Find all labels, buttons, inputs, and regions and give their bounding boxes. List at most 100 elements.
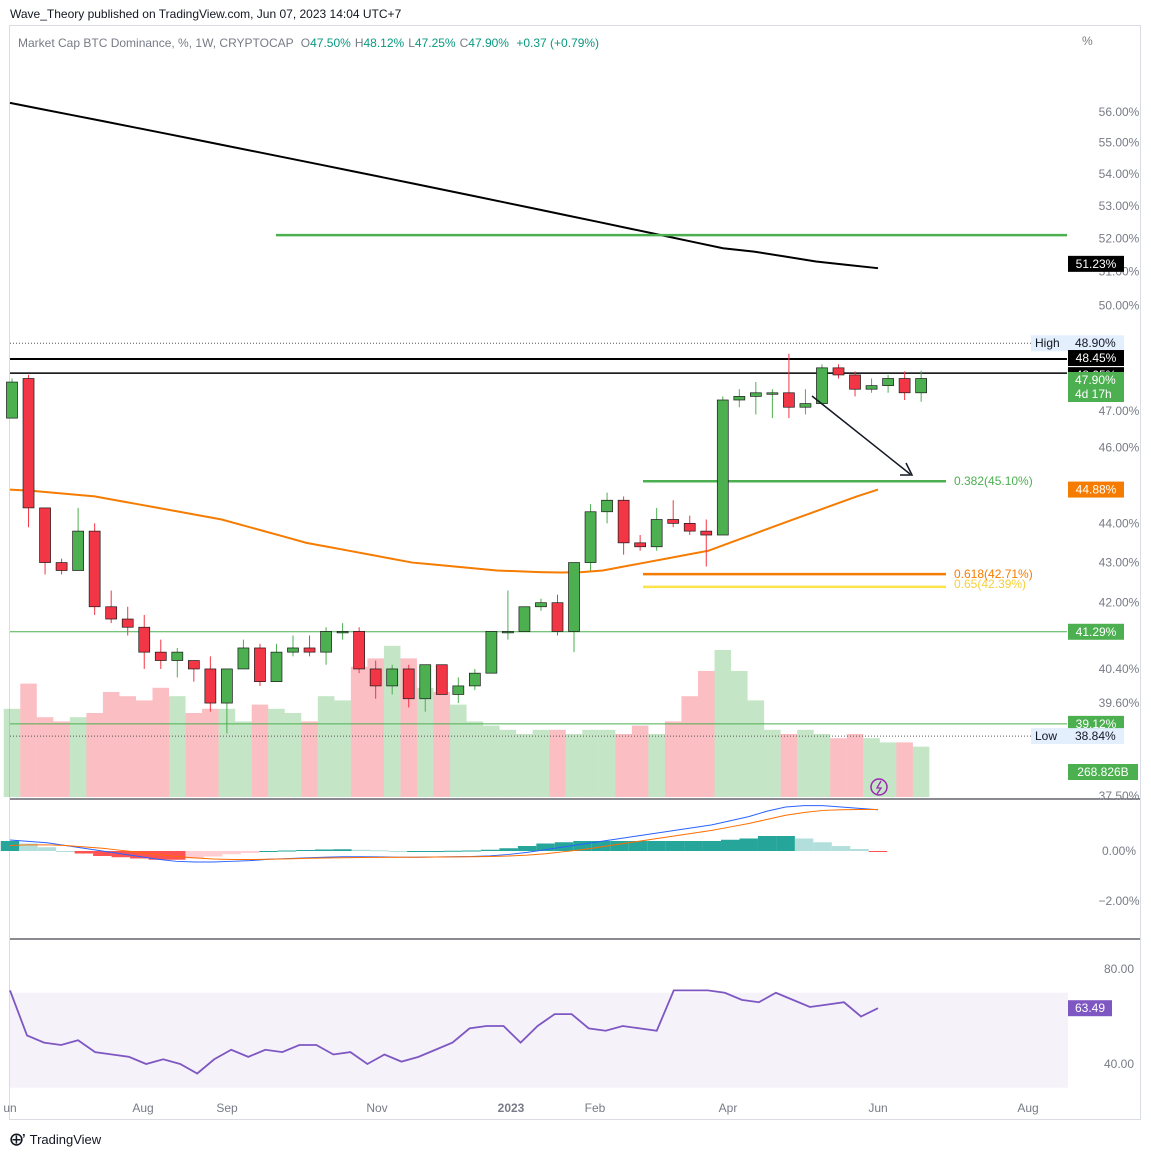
candle-body [369,668,382,687]
volume-bar [664,721,682,797]
candle-body [88,530,101,608]
macd-histogram-bar [388,851,408,852]
candle-body [452,685,465,695]
x-tick-label: Jun [868,1101,887,1115]
macd-histogram-bar [74,851,94,854]
macd-histogram-bar [130,851,149,859]
macd-histogram-bar [425,851,444,852]
macd-histogram-bar [222,851,241,855]
volume-bar [681,696,698,797]
tradingview-logo-icon: ⨁’ [10,1131,26,1146]
volume-bar [86,713,103,797]
x-tick-label: Nov [366,1101,387,1115]
candle-body [749,392,762,397]
macd-histogram-bar [0,841,20,851]
x-tick-label: 2023 [498,1101,525,1115]
x-tick-label: Aug [132,1101,153,1115]
volume-bar [549,729,566,797]
macd-histogram-bar [203,851,223,857]
candle-body [254,647,266,683]
publisher-line: Wave_Theory published on TradingView.com… [10,7,402,21]
ohlc-c: C47.90% [460,36,509,50]
candle-body [419,664,432,700]
candle-body [915,378,928,394]
volume-bar [69,717,87,797]
candle-body [287,647,299,653]
macd-histogram-bar [462,850,481,852]
volume-bar [797,729,814,797]
volume-bar [846,734,864,797]
candle-body [468,672,481,687]
x-tick-label: Feb [585,1101,606,1115]
candle-body [799,403,812,408]
candle-body [171,651,184,661]
symbol-name: Market Cap BTC Dominance, %, 1W, CRYPTOC… [18,36,294,50]
ma-label-bg [1068,481,1124,498]
volume-bar [218,708,236,797]
ohlc-value: 47.90% [468,36,509,50]
macd-histogram-bar [314,849,334,851]
high-value: 48.90% [1075,336,1116,350]
macd-histogram-bar [610,841,629,851]
volume-bar [499,729,517,797]
rsi-band [10,992,1068,1088]
ohlc-l: L47.25% [408,36,455,50]
candle-body [386,668,399,687]
x-tick-label: Sep [216,1101,238,1115]
macd-histogram-bar [776,836,795,851]
volume-bar [697,671,715,797]
level-label: 48.45% [1076,351,1117,365]
x-tick-label: Apr [719,1101,738,1115]
volume-bar [235,721,252,797]
volume-label: 268.826B [1077,765,1128,779]
y-tick-label: 47.00% [1099,404,1140,418]
price-change: +0.37 (+0.79%) [516,36,600,50]
candle-body [882,378,894,386]
macd-histogram-bar [259,851,278,852]
volume-bar [119,696,136,797]
level-label-bg [1068,715,1124,732]
level-label-bg [1068,623,1124,640]
candle-body [6,381,18,419]
volume-bar [301,721,318,797]
candle-body [816,367,828,404]
y-tick-label: 43.00% [1099,556,1140,570]
macd-histogram-bar [868,851,888,852]
macd-histogram-bar [185,851,204,859]
macd-histogram-bar [573,841,592,851]
candle-body [22,378,35,509]
volume-bar [367,658,384,797]
lightning-bolt-icon [875,780,883,795]
candle-body [865,385,878,390]
y-tick-label: 44.00% [1099,516,1140,530]
volume-bar [879,742,897,797]
ohlc-value: 48.12% [363,36,405,50]
macd-histogram-bar [684,841,703,851]
volume-bar [912,746,930,797]
volume-bar [152,687,170,797]
macd-histogram-bar [93,851,112,856]
macd-tick-label: 0.00% [1102,844,1136,858]
candle-body [485,631,498,674]
y-tick-label: 55.00% [1099,136,1140,150]
ohlc-key: H [354,36,364,50]
y-tick-label: 52.00% [1099,231,1140,245]
price-label: 47.90% [1075,373,1116,387]
macd-histogram-bar [628,841,648,851]
volume-bar [450,704,467,797]
macd-histogram-bar [148,851,167,860]
candle-body [187,660,200,670]
rsi-tick-label: 80.00 [1104,962,1134,976]
volume-bar [53,721,70,797]
fib-level-label: 0.382(45.10%) [954,474,1033,488]
low-value: 38.84% [1075,729,1116,743]
macd-histogram-bar [56,851,75,852]
candle-body [601,499,613,513]
candle-body [667,519,680,524]
candle-body [700,530,713,536]
candle-body [320,631,332,653]
macd-histogram-bar [240,851,260,853]
brand-name: TradingView [29,1131,102,1147]
volume-bar [598,729,616,797]
